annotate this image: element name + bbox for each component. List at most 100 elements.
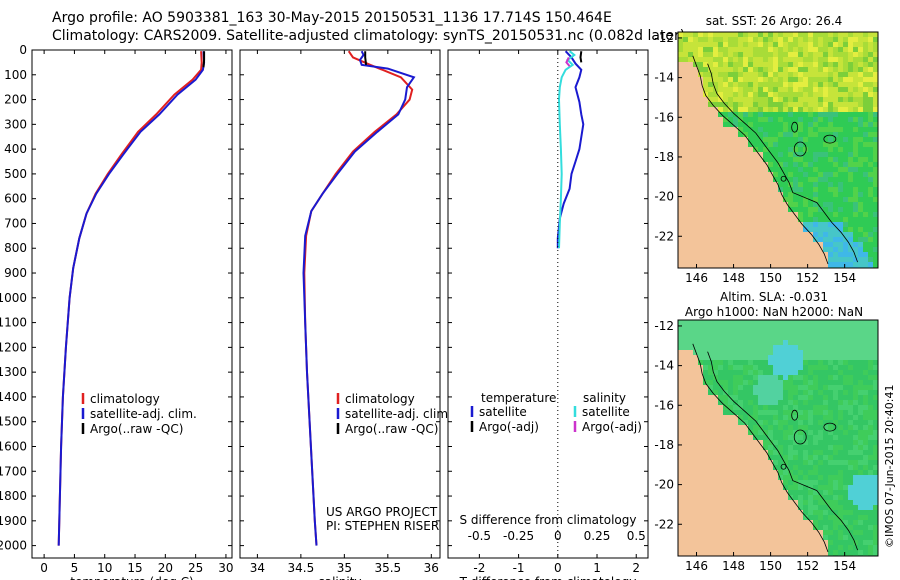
map-cell — [683, 187, 689, 193]
map-cell — [838, 127, 844, 133]
map-cell — [743, 380, 749, 386]
map-cell — [798, 425, 804, 431]
map-cell — [843, 545, 849, 551]
map-cell — [743, 455, 749, 461]
map-cell — [813, 157, 819, 163]
map-cell — [763, 32, 769, 38]
map-cell — [728, 500, 734, 506]
legend-title-salinity: salinity — [583, 391, 626, 405]
map-cell — [718, 72, 724, 78]
map-cell — [848, 152, 854, 158]
map-cell — [678, 525, 684, 531]
map-cell — [838, 72, 844, 78]
map-cell — [813, 400, 819, 406]
map-cell — [723, 435, 729, 441]
map-cell — [828, 247, 834, 253]
map-cell — [723, 117, 729, 123]
map-cell — [858, 460, 864, 466]
map-cell — [788, 232, 794, 238]
map-cell — [828, 167, 834, 173]
map-cell — [823, 410, 829, 416]
map-cell — [708, 410, 714, 416]
map-cell — [863, 147, 869, 153]
map-cell — [743, 217, 749, 223]
map-cell — [713, 47, 719, 53]
map-cell — [808, 107, 814, 113]
map-cell — [688, 515, 694, 521]
map-cell — [748, 142, 754, 148]
map-cell — [738, 167, 744, 173]
map-cell — [838, 37, 844, 43]
map-cell — [793, 52, 799, 58]
map-cell — [773, 540, 779, 546]
map-cell — [723, 142, 729, 148]
map-cell — [873, 147, 878, 153]
map-cell — [798, 72, 804, 78]
map-cell — [858, 525, 864, 531]
map-cell — [743, 107, 749, 113]
map-cell — [698, 510, 704, 516]
map-cell — [758, 77, 764, 83]
map-cell — [758, 345, 764, 351]
map-cell — [873, 82, 878, 88]
map-cell — [688, 435, 694, 441]
map-cell — [723, 410, 729, 416]
map-cell — [773, 510, 779, 516]
map-cell — [713, 350, 719, 356]
map-cell — [758, 450, 764, 456]
map-cell — [713, 67, 719, 73]
map-cell — [688, 375, 694, 381]
map-cell — [793, 232, 799, 238]
map-cell — [683, 207, 689, 213]
map-cell — [703, 525, 709, 531]
map-cell — [743, 430, 749, 436]
map-cell — [868, 202, 874, 208]
map-cell — [688, 330, 694, 336]
map-cell — [828, 82, 834, 88]
map-cell — [678, 212, 684, 218]
map-cell — [798, 32, 804, 38]
map-cell — [733, 355, 739, 361]
map-cell — [778, 370, 784, 376]
map-cell — [773, 152, 779, 158]
map-cell — [808, 242, 814, 248]
map-cell — [793, 515, 799, 521]
map-cell — [843, 112, 849, 118]
map-cell — [768, 340, 774, 346]
map-cell — [833, 257, 839, 263]
map-cell — [753, 355, 759, 361]
map-cell — [873, 470, 878, 476]
map-cell — [753, 450, 759, 456]
map-cell — [678, 545, 684, 551]
map-cell — [743, 440, 749, 446]
map-cell — [813, 222, 819, 228]
map-cell — [708, 380, 714, 386]
map-cell — [728, 490, 734, 496]
map-cell — [753, 530, 759, 536]
map-cell — [818, 445, 824, 451]
x-tick-label: 10 — [97, 561, 112, 575]
map-cell — [863, 262, 869, 268]
map-cell — [688, 107, 694, 113]
map-cell — [773, 192, 779, 198]
map-cell — [773, 440, 779, 446]
map-cell — [683, 162, 689, 168]
map-cell — [833, 87, 839, 93]
map-cell — [793, 172, 799, 178]
map-cell — [783, 112, 789, 118]
map-cell — [693, 530, 699, 536]
map-cell — [828, 410, 834, 416]
map-frame — [677, 319, 879, 557]
map-cell — [773, 490, 779, 496]
map-cell — [693, 117, 699, 123]
map-frame — [677, 31, 879, 269]
map-cell — [863, 212, 869, 218]
map-cell — [778, 450, 784, 456]
map-cell — [783, 72, 789, 78]
map-cell — [778, 132, 784, 138]
map-cell — [693, 400, 699, 406]
map-cell — [748, 67, 754, 73]
map-cell — [733, 345, 739, 351]
map-cell — [763, 202, 769, 208]
map-cell — [758, 52, 764, 58]
